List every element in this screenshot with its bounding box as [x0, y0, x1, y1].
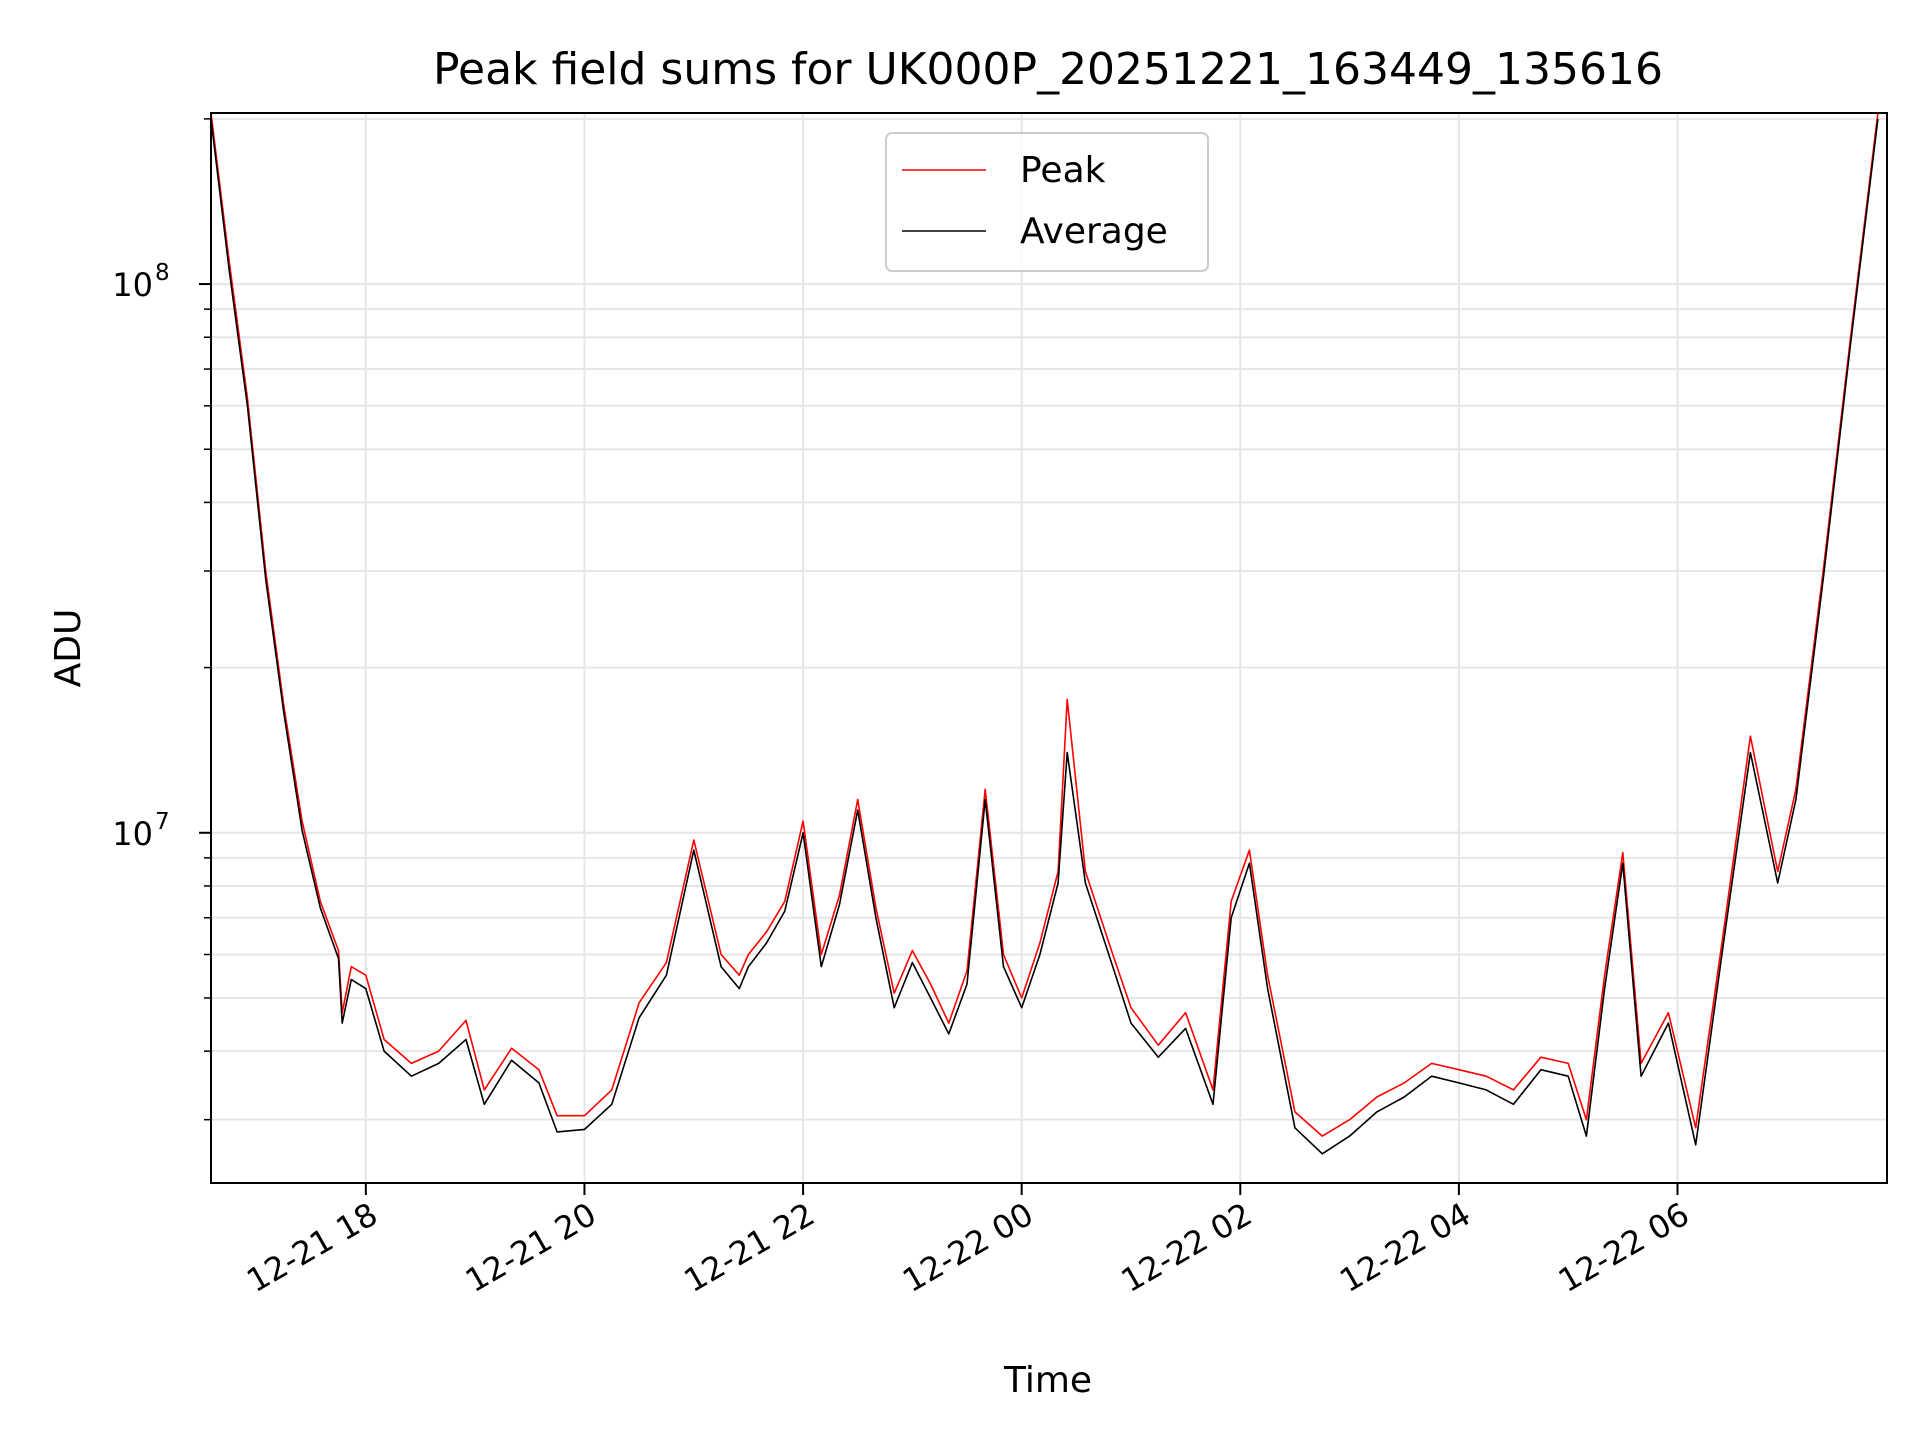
plot-background [211, 113, 1887, 1183]
y-tick-label: 10 [112, 815, 153, 853]
plot-area: 12-21 18 12-21 20 12-21 22 12-22 00 12-22 02… [112, 112, 1888, 1300]
plot-frame [210, 112, 1888, 1184]
legend-label-peak: Peak [1020, 150, 1106, 191]
chart-title: Peak field sums for UK000P_20251221_1634… [433, 44, 1663, 95]
y-tick-label: 10 [112, 266, 153, 304]
series-line-peak [210, 112, 1879, 1137]
legend-box [885, 132, 1209, 272]
y-axis-label: ADU [48, 609, 89, 688]
legend: Peak Average [885, 132, 1209, 272]
y-tick-label-exponent: 8 [155, 260, 170, 286]
legend-label-average: Average [1020, 211, 1168, 252]
y-tick-label-exponent: 7 [155, 809, 170, 835]
series-layer [210, 112, 1879, 1155]
x-axis-label: Time [1003, 1360, 1092, 1401]
series-line-average [210, 118, 1879, 1155]
